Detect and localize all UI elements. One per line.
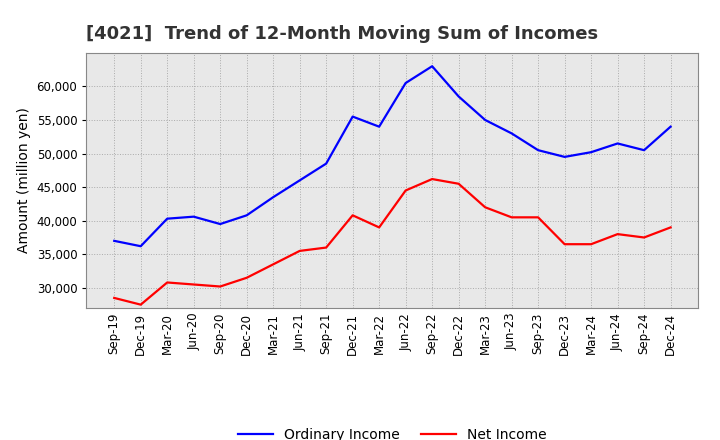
Y-axis label: Amount (million yen): Amount (million yen) [17, 107, 31, 253]
Line: Net Income: Net Income [114, 179, 670, 304]
Ordinary Income [481, 117, 490, 123]
Ordinary Income [295, 178, 304, 183]
Ordinary Income [189, 214, 198, 219]
Ordinary Income [401, 81, 410, 86]
Net Income [613, 231, 622, 237]
Net Income [454, 181, 463, 187]
Net Income [560, 242, 569, 247]
Ordinary Income [640, 147, 649, 153]
Net Income [534, 215, 542, 220]
Net Income [110, 295, 119, 301]
Net Income [216, 284, 225, 289]
Ordinary Income [136, 244, 145, 249]
Ordinary Income [110, 238, 119, 243]
Ordinary Income [322, 161, 330, 166]
Ordinary Income [508, 131, 516, 136]
Ordinary Income [560, 154, 569, 160]
Ordinary Income [216, 221, 225, 227]
Net Income [163, 280, 171, 285]
Ordinary Income [348, 114, 357, 119]
Net Income [481, 205, 490, 210]
Ordinary Income [613, 141, 622, 146]
Net Income [136, 302, 145, 307]
Net Income [348, 213, 357, 218]
Net Income [375, 225, 384, 230]
Ordinary Income [163, 216, 171, 221]
Net Income [243, 275, 251, 280]
Net Income [428, 176, 436, 182]
Net Income [322, 245, 330, 250]
Net Income [269, 262, 277, 267]
Ordinary Income [587, 150, 595, 155]
Ordinary Income [534, 147, 542, 153]
Ordinary Income [428, 64, 436, 69]
Net Income [189, 282, 198, 287]
Ordinary Income [243, 213, 251, 218]
Ordinary Income [269, 194, 277, 200]
Net Income [640, 235, 649, 240]
Text: [4021]  Trend of 12-Month Moving Sum of Incomes: [4021] Trend of 12-Month Moving Sum of I… [86, 25, 598, 43]
Ordinary Income [454, 94, 463, 99]
Ordinary Income [375, 124, 384, 129]
Net Income [401, 188, 410, 193]
Ordinary Income [666, 124, 675, 129]
Net Income [508, 215, 516, 220]
Legend: Ordinary Income, Net Income: Ordinary Income, Net Income [233, 422, 552, 440]
Line: Ordinary Income: Ordinary Income [114, 66, 670, 246]
Net Income [666, 225, 675, 230]
Net Income [587, 242, 595, 247]
Net Income [295, 248, 304, 253]
